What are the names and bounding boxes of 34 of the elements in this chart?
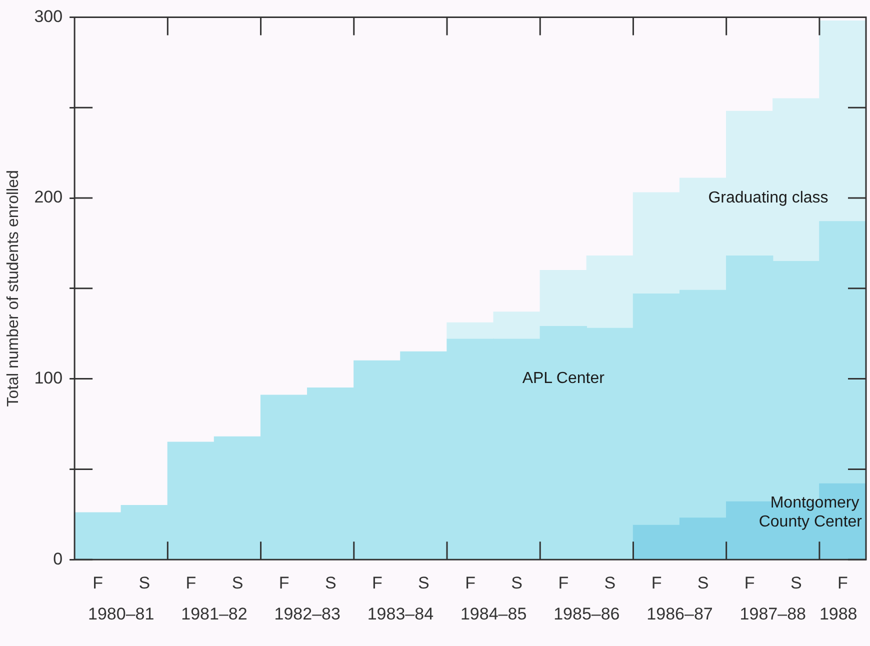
- x-tick-label: F: [558, 573, 569, 592]
- text: 1988: [819, 604, 858, 624]
- text: 1984–85: [460, 604, 527, 624]
- x-tick-label: S: [697, 573, 709, 592]
- text: 1983–84: [367, 604, 434, 624]
- series-label: Montgomery County Center: [758, 494, 863, 530]
- text: 1985–86: [554, 604, 620, 624]
- x-tick-label: F: [651, 573, 662, 592]
- y-tick-label: 300: [34, 6, 63, 26]
- text: 1986–87: [646, 604, 713, 624]
- x-tick-label: F: [92, 573, 104, 592]
- series-label: APL Center: [522, 370, 606, 388]
- y-axis-title: Total number of students enrolled: [5, 170, 22, 407]
- y-tick-label: 200: [34, 188, 63, 207]
- x-tick-label: F: [465, 573, 476, 592]
- x-tick-label: F: [744, 573, 755, 592]
- x-tick-label: S: [511, 573, 523, 592]
- text: 1981–82: [181, 604, 248, 624]
- y-tick-label: 100: [34, 368, 63, 388]
- x-tick-label: F: [838, 573, 848, 592]
- x-tick-label: F: [186, 573, 196, 592]
- x-tick-label: S: [138, 573, 150, 592]
- x-tick-label: S: [790, 573, 802, 592]
- x-tick-label: S: [418, 573, 430, 592]
- text: 1982–83: [274, 604, 340, 624]
- x-tick-label: F: [278, 573, 290, 592]
- y-tick-label: 0: [53, 549, 63, 568]
- text: 1980–81: [88, 604, 154, 624]
- x-tick-label: S: [232, 573, 244, 592]
- x-tick-label: S: [604, 573, 616, 592]
- x-tick-label: F: [372, 573, 382, 592]
- text: 1987–88: [740, 604, 806, 624]
- x-tick-label: S: [324, 573, 336, 592]
- series-label: Graduating class: [708, 189, 828, 206]
